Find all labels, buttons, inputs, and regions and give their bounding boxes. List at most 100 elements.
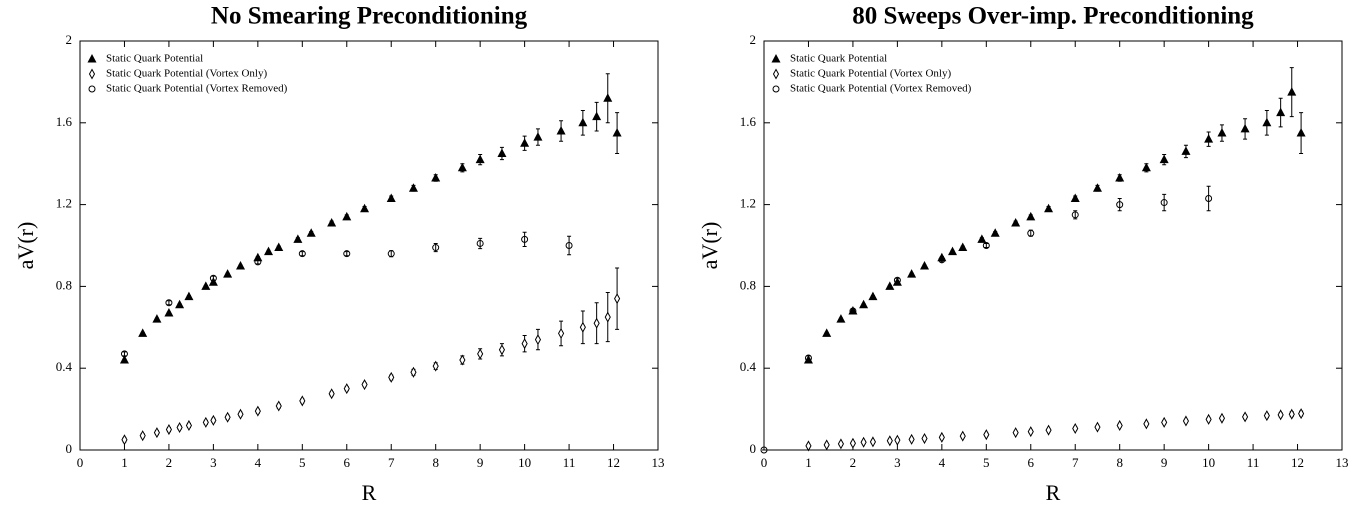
data-point xyxy=(1116,201,1124,209)
y-tick-label: 0 xyxy=(750,441,757,456)
data-point xyxy=(921,433,928,445)
y-tick-label: 0 xyxy=(66,441,73,456)
data-point xyxy=(822,328,832,337)
data-point xyxy=(152,314,162,323)
data-point xyxy=(1027,426,1034,438)
data-point xyxy=(224,411,231,423)
error-bar xyxy=(1162,193,1167,212)
legend-label: Static Quark Potential (Vortex Removed) xyxy=(790,83,972,95)
data-point xyxy=(837,438,844,450)
data-point xyxy=(1204,134,1214,143)
data-point xyxy=(1181,146,1191,155)
data-point xyxy=(558,327,565,339)
data-point xyxy=(274,242,284,252)
data-point xyxy=(410,366,417,378)
data-point xyxy=(1159,154,1169,164)
data-point xyxy=(360,203,370,213)
chart-title: 80 Sweeps Over-imp. Preconditioning xyxy=(852,3,1254,30)
data-point xyxy=(1296,128,1306,137)
legend-label: Static Quark Potential xyxy=(790,53,887,65)
x-tick-label: 13 xyxy=(1336,455,1349,470)
data-point xyxy=(885,281,895,290)
data-point xyxy=(908,433,915,445)
data-point xyxy=(1288,408,1295,420)
data-point xyxy=(254,258,262,266)
data-point xyxy=(1116,419,1123,431)
data-point xyxy=(1092,183,1102,192)
x-tick-label: 9 xyxy=(1161,455,1168,470)
data-point xyxy=(1071,211,1079,219)
x-tick-label: 6 xyxy=(344,455,351,470)
data-point xyxy=(920,260,930,270)
data-point xyxy=(604,311,611,323)
y-axis-label: aV(r) xyxy=(13,222,38,270)
data-point xyxy=(298,250,306,258)
data-point xyxy=(164,307,174,317)
x-tick-label: 9 xyxy=(477,455,484,470)
data-point xyxy=(1205,194,1213,202)
error-bar xyxy=(1117,197,1122,212)
y-tick-label: 2 xyxy=(750,32,757,47)
data-point xyxy=(893,276,901,284)
data-point xyxy=(209,274,217,282)
data-point xyxy=(476,239,484,247)
x-tick-label: 0 xyxy=(77,455,84,470)
data-point xyxy=(593,317,600,329)
error-bar xyxy=(850,308,855,314)
error-bar xyxy=(806,355,811,361)
x-tick-label: 7 xyxy=(388,455,395,470)
x-tick-label: 4 xyxy=(255,455,262,470)
data-point xyxy=(1218,412,1226,424)
error-bar xyxy=(939,257,944,263)
data-point xyxy=(938,256,946,264)
data-point xyxy=(342,211,352,221)
x-tick-label: 13 xyxy=(652,455,665,470)
y-tick-label: 0.4 xyxy=(56,359,73,374)
error-bar xyxy=(300,251,305,257)
data-point xyxy=(431,173,441,182)
data-point xyxy=(1276,107,1286,117)
data-point xyxy=(1044,203,1054,213)
data-point xyxy=(804,354,812,362)
x-tick-label: 10 xyxy=(518,455,531,470)
data-point xyxy=(938,431,945,443)
data-point xyxy=(1161,416,1168,428)
data-point xyxy=(1287,87,1297,96)
chart-title: No Smearing Preconditioning xyxy=(211,3,528,30)
x-tick-label: 8 xyxy=(1116,455,1123,470)
data-point xyxy=(223,269,233,278)
x-tick-label: 0 xyxy=(761,455,768,470)
data-point xyxy=(293,234,303,243)
data-point xyxy=(201,281,211,290)
data-point xyxy=(184,291,194,301)
data-point xyxy=(327,218,337,227)
data-point xyxy=(119,355,129,364)
data-point xyxy=(120,350,128,358)
data-point xyxy=(760,446,768,454)
data-point xyxy=(612,128,622,137)
y-tick-label: 1.6 xyxy=(56,114,73,129)
data-point xyxy=(497,148,507,157)
data-point xyxy=(138,328,148,337)
legend-label: Static Quark Potential (Vortex Only) xyxy=(106,68,267,80)
data-point xyxy=(459,354,466,366)
x-tick-label: 1 xyxy=(121,455,128,470)
legend-marker xyxy=(88,85,96,93)
y-tick-label: 0.4 xyxy=(740,359,757,374)
error-bar xyxy=(984,242,989,249)
y-axis-label: aV(r) xyxy=(697,222,722,270)
error-bar xyxy=(122,351,127,357)
data-point xyxy=(1141,162,1151,172)
data-point xyxy=(907,269,917,278)
data-point xyxy=(977,234,987,243)
data-point xyxy=(1160,199,1168,207)
data-point xyxy=(592,111,602,121)
y-tick-label: 1.2 xyxy=(56,196,72,211)
data-point xyxy=(165,424,172,436)
data-point xyxy=(432,244,440,252)
x-tick-label: 4 xyxy=(939,455,946,470)
error-bar xyxy=(166,300,171,306)
data-point xyxy=(264,246,274,256)
data-point xyxy=(948,246,958,256)
